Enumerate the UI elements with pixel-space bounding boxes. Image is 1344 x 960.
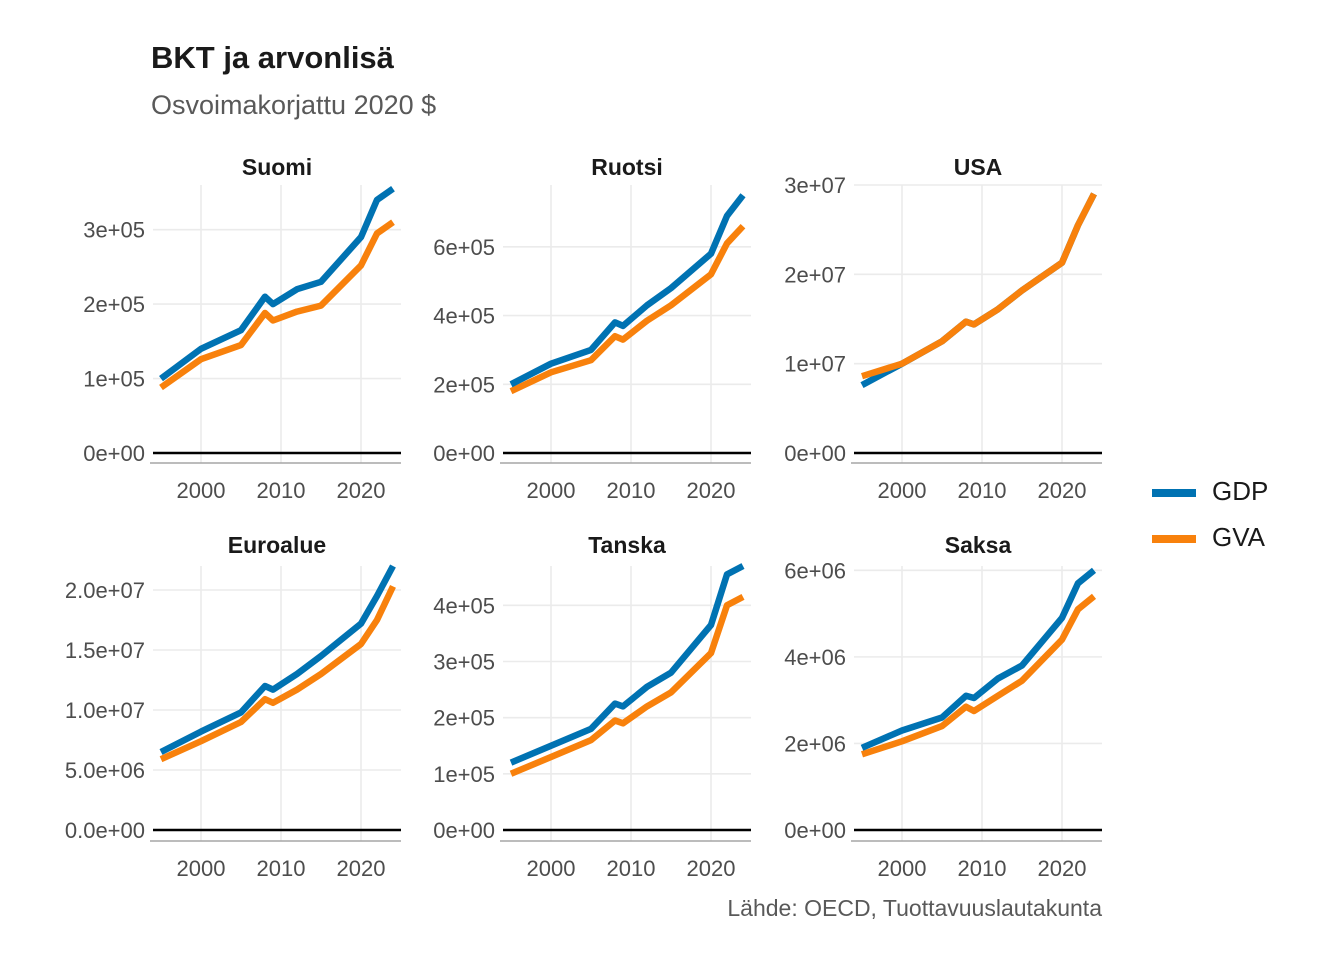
x-tick-label: 2000 [177,856,226,881]
y-tick-label: 2e+06 [784,731,846,756]
y-tick-label: 5.0e+06 [65,758,145,783]
y-tick-label: 1.5e+07 [65,638,145,663]
panel-euroalue: Euroalue 0.0e+00 5.0e+06 1.0e+07 1.5e+07 2.0e… [65,532,401,881]
y-tick-label: 1e+05 [433,762,495,787]
legend-label-gva: GVA [1212,522,1265,552]
y-tick-label: 3e+05 [83,218,145,243]
series-line-gva [860,593,1097,758]
x-tick-label: 2020 [687,856,736,881]
panel-usa: USA 0e+00 1e+07 2e+07 3e+07 2000 2010 2020 [784,154,1102,503]
legend-label-gdp: GDP [1212,476,1269,506]
x-tick-label: 2020 [1038,856,1087,881]
series-line-gva [159,219,395,391]
series-line-gdp [509,193,746,388]
series-line-gva [159,585,396,763]
x-tick-label: 2000 [527,478,576,503]
series-line-gva [509,594,745,777]
x-tick-label: 2000 [177,478,226,503]
legend-swatch-gdp [1152,489,1196,497]
y-tick-label: 1e+07 [784,352,846,377]
y-tick-label: 0.0e+00 [65,818,145,843]
x-tick-label: 2000 [527,856,576,881]
panel-ruotsi: Ruotsi 0e+00 2e+05 4e+05 6e+05 2000 2010 2020 [433,154,751,503]
y-tick-label: 4e+05 [433,593,495,618]
y-tick-label: 0e+00 [784,818,846,843]
y-tick-label: 0e+00 [784,441,846,466]
panel-title-tanska: Tanska [588,532,666,558]
panel-title-suomi: Suomi [242,154,312,180]
y-tick-label: 2e+05 [83,292,145,317]
x-tick-label: 2010 [607,478,656,503]
y-tick-label: 3e+05 [433,649,495,674]
series-line-gva [509,223,746,395]
x-tick-label: 2020 [1038,478,1087,503]
y-tick-label: 2e+07 [784,262,846,287]
panel-tanska: Tanska 0e+00 1e+05 2e+05 3e+05 4e+05 2000 2010 2… [433,532,751,881]
x-tick-label: 2020 [687,478,736,503]
panel-suomi: Suomi 0e+00 1e+05 2e+05 3e+05 2000 2010 2020 [83,154,401,503]
chart-title: BKT ja arvonlisä [151,40,394,75]
x-tick-label: 2010 [958,478,1007,503]
chart-caption: Lähde: OECD, Tuottavuuslautakunta [727,895,1102,921]
x-tick-label: 2000 [878,856,927,881]
y-tick-label: 4e+05 [433,304,495,329]
series-line-gdp [159,564,396,755]
y-tick-label: 0e+00 [433,818,495,843]
x-tick-label: 2020 [337,478,386,503]
panel-saksa: Saksa 0e+00 2e+06 4e+06 6e+06 2000 2010 2020 [784,532,1102,881]
legend-swatch-gva [1152,535,1196,543]
panel-title-usa: USA [954,154,1003,180]
y-tick-label: 0e+00 [433,441,495,466]
chart-subtitle: Osvoimakorjattu 2020 $ [151,90,437,120]
y-tick-label: 6e+06 [784,558,846,583]
y-tick-label: 2e+05 [433,706,495,731]
panel-title-saksa: Saksa [945,532,1012,558]
series-line-gdp [509,563,745,766]
series-line-gdp [860,192,1097,388]
x-tick-label: 2010 [257,856,306,881]
series-line-gdp [860,567,1097,751]
series-line-gdp [159,186,395,382]
y-tick-label: 1e+05 [83,367,145,392]
y-tick-label: 2e+05 [433,372,495,397]
x-tick-label: 2020 [337,856,386,881]
y-tick-label: 3e+07 [784,173,846,198]
y-tick-label: 1.0e+07 [65,698,145,723]
x-tick-label: 2010 [607,856,656,881]
y-tick-label: 2.0e+07 [65,578,145,603]
y-tick-label: 6e+05 [433,235,495,260]
y-tick-label: 0e+00 [83,441,145,466]
x-tick-label: 2000 [878,478,927,503]
panel-title-euroalue: Euroalue [228,532,326,558]
y-tick-label: 4e+06 [784,645,846,670]
series-line-gva [861,192,1097,380]
panel-title-ruotsi: Ruotsi [591,154,663,180]
x-tick-label: 2010 [958,856,1007,881]
x-tick-label: 2010 [257,478,306,503]
